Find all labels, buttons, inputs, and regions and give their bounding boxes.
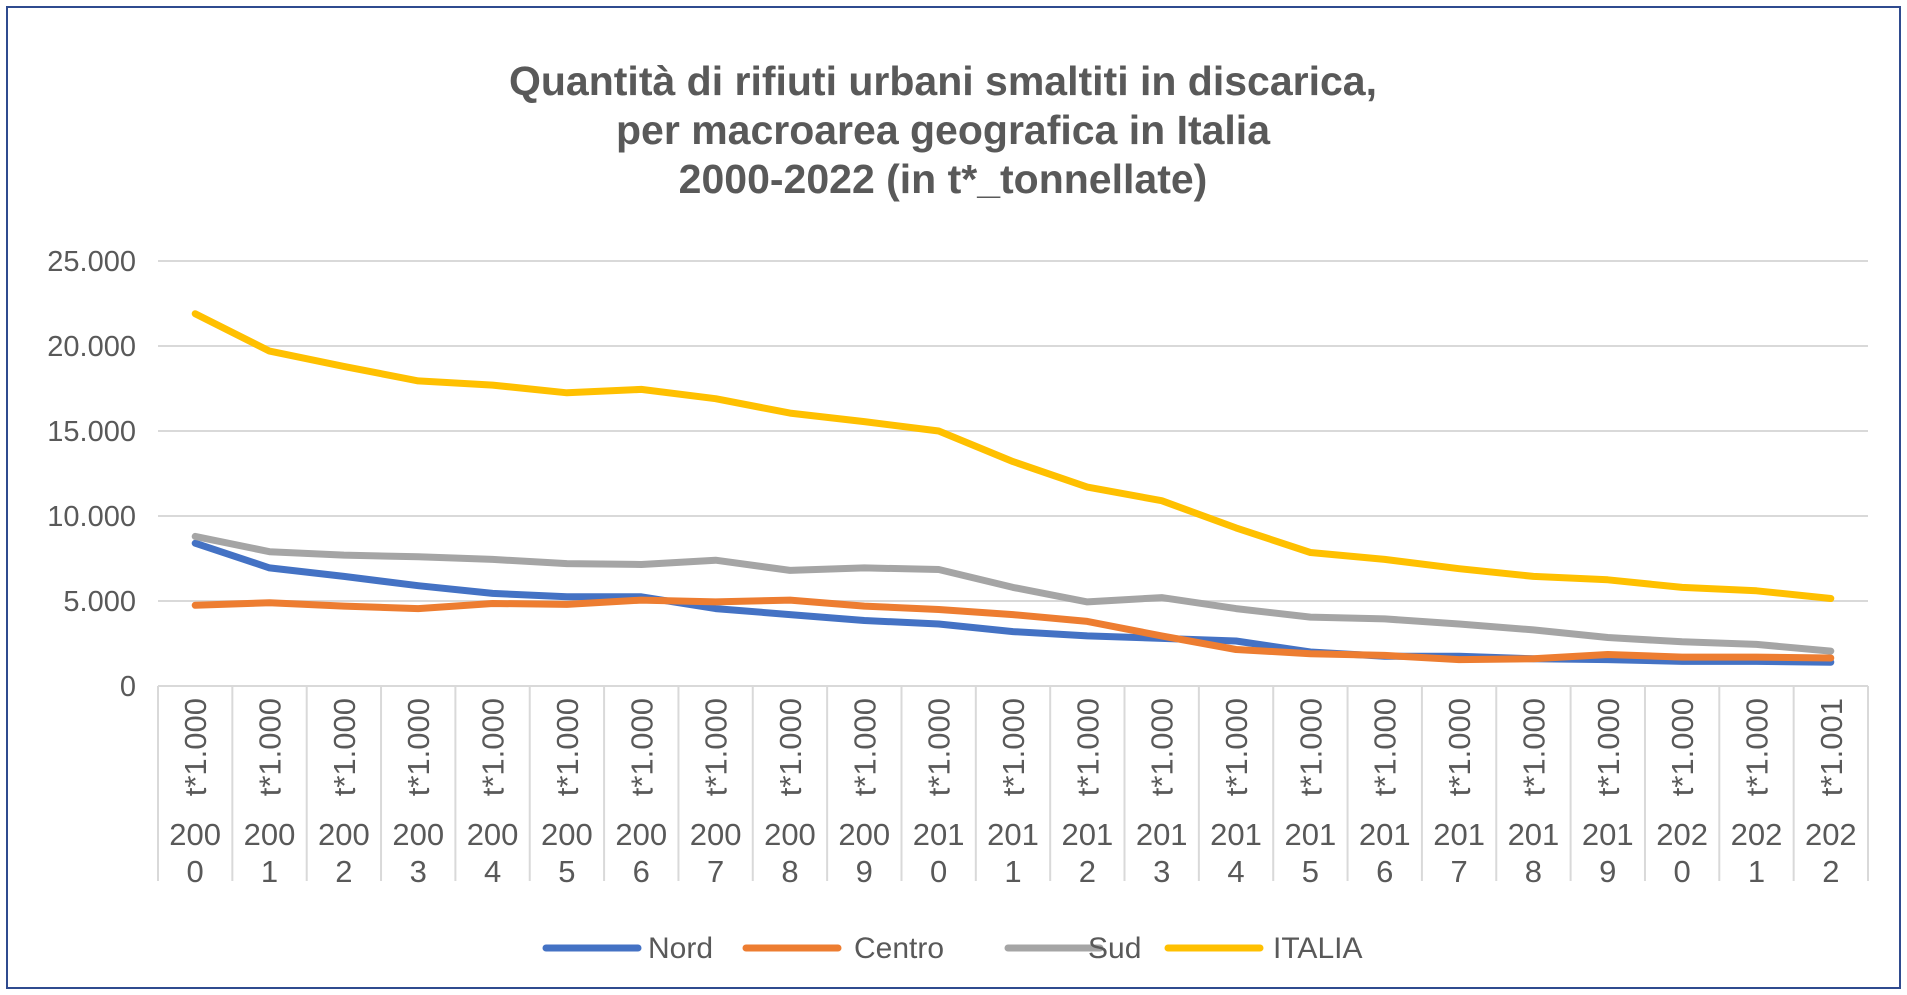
x-tick-year-bottom: 1 xyxy=(261,854,278,889)
x-tick-unit-label: t*1.000 xyxy=(178,698,213,796)
x-tick-year-bottom: 2 xyxy=(335,854,352,889)
x-tick-year-top: 200 xyxy=(467,817,519,852)
x-tick-year-bottom: 4 xyxy=(484,854,501,889)
x-tick-unit-label: t*1.000 xyxy=(699,698,734,796)
x-tick-year-top: 200 xyxy=(541,817,593,852)
x-tick-unit-label: t*1.000 xyxy=(1070,698,1105,796)
series-line-sud xyxy=(191,532,1835,655)
x-tick-year-bottom: 8 xyxy=(781,854,798,889)
line-chart: Quantità di rifiuti urbani smaltiti in d… xyxy=(47,58,1869,965)
x-tick-unit-label: t*1.000 xyxy=(550,698,585,796)
x-tick-year-top: 202 xyxy=(1656,817,1708,852)
x-tick-year-bottom: 0 xyxy=(187,854,204,889)
x-tick-year-top: 200 xyxy=(615,817,667,852)
y-tick-label: 5.000 xyxy=(63,586,136,618)
legend-label-sud: Sud xyxy=(1088,932,1141,965)
x-tick-year-bottom: 8 xyxy=(1525,854,1542,889)
x-tick-year-top: 201 xyxy=(1136,817,1188,852)
x-tick-year-bottom: 5 xyxy=(558,854,575,889)
y-tick-label: 25.000 xyxy=(47,246,136,278)
series-lines xyxy=(191,310,1835,666)
x-tick-year-top: 200 xyxy=(764,817,816,852)
x-tick-year-bottom: 1 xyxy=(1748,854,1765,889)
y-tick-label: 20.000 xyxy=(47,331,136,363)
x-tick-unit-label: t*1.000 xyxy=(1219,698,1254,796)
x-tick-year-top: 200 xyxy=(169,817,221,852)
y-axis: 0 5.000 10.000 15.000 20.000 25.000 xyxy=(47,246,136,703)
x-tick-year-bottom: 6 xyxy=(1376,854,1393,889)
x-tick-year-bottom: 0 xyxy=(930,854,947,889)
x-tick-year-top: 201 xyxy=(1582,817,1634,852)
x-tick-unit-label: t*1.000 xyxy=(1368,698,1403,796)
x-tick-year-top: 201 xyxy=(1285,817,1337,852)
x-tick-unit-label: t*1.000 xyxy=(1442,698,1477,796)
x-tick-year-top: 200 xyxy=(838,817,890,852)
x-tick-year-bottom: 9 xyxy=(856,854,873,889)
x-tick-year-bottom: 3 xyxy=(410,854,427,889)
x-tick-year-top: 201 xyxy=(1061,817,1113,852)
x-tick-year-bottom: 5 xyxy=(1302,854,1319,889)
x-tick-year-bottom: 2 xyxy=(1079,854,1096,889)
y-tick-label: 0 xyxy=(120,671,136,703)
x-tick-unit-label: t*1.000 xyxy=(1591,698,1626,796)
x-tick-year-bottom: 1 xyxy=(1004,854,1021,889)
x-tick-unit-label: t*1.000 xyxy=(1145,698,1180,796)
x-tick-unit-label: t*1.000 xyxy=(996,698,1031,796)
x-tick-unit-label: t*1.000 xyxy=(476,698,511,796)
chart-title-line-1: Quantità di rifiuti urbani smaltiti in d… xyxy=(509,58,1377,104)
x-tick-unit-label: t*1.000 xyxy=(253,698,288,796)
x-tick-unit-label: t*1.000 xyxy=(401,698,436,796)
x-axis: t*1.0002000t*1.0002001t*1.0002002t*1.000… xyxy=(157,685,1869,889)
x-tick-year-top: 202 xyxy=(1805,817,1857,852)
x-tick-year-bottom: 0 xyxy=(1674,854,1691,889)
series-line-centro xyxy=(191,596,1835,664)
x-tick-year-bottom: 2 xyxy=(1822,854,1839,889)
x-tick-unit-label: t*1.000 xyxy=(624,698,659,796)
x-tick-year-top: 201 xyxy=(1210,817,1262,852)
x-tick-year-top: 201 xyxy=(1359,817,1411,852)
x-tick-unit-label: t*1.000 xyxy=(847,698,882,796)
chart-title-line-3: 2000-2022 (in t*_tonnellate) xyxy=(679,156,1208,202)
x-tick-year-top: 200 xyxy=(318,817,370,852)
y-tick-label: 15.000 xyxy=(47,416,136,448)
legend-label-italia: ITALIA xyxy=(1273,932,1362,965)
x-tick-unit-label: t*1.000 xyxy=(922,698,957,796)
x-tick-year-top: 200 xyxy=(392,817,444,852)
chart-frame: Quantità di rifiuti urbani smaltiti in d… xyxy=(6,6,1901,989)
x-tick-unit-label: t*1.000 xyxy=(1293,698,1328,796)
x-tick-year-bottom: 7 xyxy=(707,854,724,889)
chart-title-line-2: per macroarea geografica in Italia xyxy=(616,107,1271,153)
x-tick-year-top: 201 xyxy=(1508,817,1560,852)
x-tick-year-bottom: 7 xyxy=(1450,854,1467,889)
x-tick-year-top: 201 xyxy=(1433,817,1485,852)
x-tick-year-top: 201 xyxy=(987,817,1039,852)
legend-label-nord: Nord xyxy=(648,932,713,965)
x-tick-unit-label: t*1.000 xyxy=(1665,698,1700,796)
x-tick-year-bottom: 3 xyxy=(1153,854,1170,889)
x-tick-unit-label: t*1.000 xyxy=(773,698,808,796)
series-line-italia xyxy=(191,310,1835,602)
legend: Nord Centro Sud ITALIA xyxy=(542,932,1362,965)
x-tick-unit-label: t*1.000 xyxy=(1516,698,1551,796)
x-tick-year-bottom: 6 xyxy=(633,854,650,889)
gridlines xyxy=(158,260,1868,602)
x-tick-year-bottom: 9 xyxy=(1599,854,1616,889)
legend-label-centro: Centro xyxy=(854,932,944,965)
y-tick-label: 10.000 xyxy=(47,501,136,533)
x-tick-year-bottom: 4 xyxy=(1227,854,1244,889)
x-tick-unit-label: t*1.000 xyxy=(1739,698,1774,796)
x-tick-unit-label: t*1.000 xyxy=(327,698,362,796)
x-tick-year-top: 202 xyxy=(1731,817,1783,852)
chart-title: Quantità di rifiuti urbani smaltiti in d… xyxy=(509,58,1377,202)
x-tick-year-top: 201 xyxy=(913,817,965,852)
x-tick-unit-label: t*1.001 xyxy=(1814,698,1849,796)
x-tick-year-top: 200 xyxy=(244,817,296,852)
x-tick-year-top: 200 xyxy=(690,817,742,852)
